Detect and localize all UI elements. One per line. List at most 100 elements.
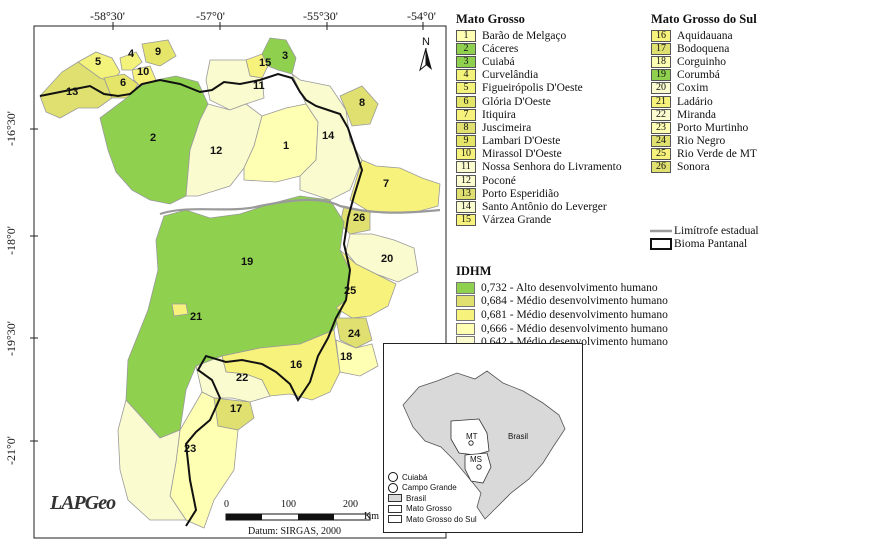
idhm-swatch xyxy=(456,295,475,308)
idhm-swatch xyxy=(456,322,475,335)
legend-item: 9 Lambari D'Oeste xyxy=(456,135,622,148)
legend-item-label: Poconé xyxy=(482,174,516,187)
legend-swatch: 13 xyxy=(456,187,476,200)
legend-item: 26 Sonora xyxy=(651,161,757,174)
region-figueiropolis xyxy=(77,51,121,83)
graticule-ticks xyxy=(30,22,424,442)
legend-item-label: Rio Verde de MT xyxy=(677,148,757,161)
idhm-legend: IDHM 0,732 - Alto desenvolvimento humano… xyxy=(456,264,668,349)
legend-mato-grosso-do-sul: Mato Grosso do Sul 16 Aquidauana 17 Bodoque… xyxy=(651,12,757,174)
idhm-swatch xyxy=(456,281,475,294)
longitude-label: -58°30' xyxy=(90,9,125,23)
inset-mato-grosso xyxy=(450,418,490,456)
map-label-19: 19 xyxy=(241,256,254,268)
legend-item-label: Glória D'Oeste xyxy=(482,95,551,108)
legend-swatch: 24 xyxy=(651,135,671,148)
north-arrow-icon xyxy=(419,47,432,72)
legend-item-label: Porto Murtinho xyxy=(677,121,749,134)
legend-item: 21 Ladário xyxy=(651,95,757,108)
legend-item: 10 Mirassol D'Oeste xyxy=(456,148,622,161)
legend-mato-grosso: Mato Grosso 1 Barão de Melgaço 2 Cáceres 3 Cu… xyxy=(456,12,622,227)
legend-item-label: Ladário xyxy=(677,95,713,108)
legend-item-label: Itiquira xyxy=(482,108,516,121)
map-label-18: 18 xyxy=(340,351,353,363)
legend-item-label: Curvelândia xyxy=(482,69,539,82)
map-label-12: 12 xyxy=(210,145,223,157)
state-boundary-line xyxy=(159,198,441,216)
legend-swatch: 7 xyxy=(456,108,476,121)
legend-item: 5 Figueirópolis D'Oeste xyxy=(456,82,622,95)
north-arrow-label: N xyxy=(422,36,430,48)
longitude-label: -57°0' xyxy=(196,9,225,23)
region-itiquira xyxy=(349,159,441,213)
legend-item: 12 Poconé xyxy=(456,174,622,187)
map-label-17: 17 xyxy=(230,403,243,415)
legend-item: 17 Bodoquena xyxy=(651,42,757,55)
map-label-14: 14 xyxy=(322,130,335,142)
legend-swatch: 15 xyxy=(456,214,476,227)
legend-item: 11 Nossa Senhora do Livramento xyxy=(456,161,622,174)
biome-box-icon xyxy=(650,237,672,250)
idhm-class: 0,684 - Médio desenvolvimento humano xyxy=(456,295,668,309)
inset-legend: Cuiabá Campo Grande Brasil Mato Grosso M… xyxy=(388,472,477,525)
inset-label-mt: MT xyxy=(466,432,478,441)
idhm-class-label: 0,681 - Médio desenvolvimento humano xyxy=(481,308,668,321)
inset-legend-row: Brasil xyxy=(388,493,477,504)
legend-swatch: 6 xyxy=(456,95,476,108)
line-legend: Limítrofe estadual Bioma Pantanal xyxy=(650,224,759,250)
map-label-8: 8 xyxy=(359,97,366,109)
legend-swatch: 4 xyxy=(456,69,476,82)
map-label-23: 23 xyxy=(184,443,197,455)
scale-tick-200: 200 xyxy=(343,499,358,510)
pantanal-biome-outline xyxy=(39,72,364,527)
map-label-21: 21 xyxy=(190,311,203,323)
map-label-2: 2 xyxy=(150,132,157,144)
legend-limit-row: Limítrofe estadual xyxy=(650,224,759,237)
legend-item: 4 Curvelândia xyxy=(456,69,622,82)
limit-line-icon xyxy=(650,229,672,232)
legend-swatch: 16 xyxy=(651,29,671,42)
legend-biome-label: Bioma Pantanal xyxy=(674,237,748,250)
region-coxim xyxy=(345,233,419,283)
inset-legend-label: Mato Grosso do Sul xyxy=(406,514,477,524)
region-south-fill xyxy=(117,399,187,521)
idhm-class: 0,681 - Médio desenvolvimento humano xyxy=(456,308,668,322)
inset-legend-row: Campo Grande xyxy=(388,482,477,494)
inset-legend-label: Campo Grande xyxy=(402,483,457,493)
legend-swatch: 3 xyxy=(456,55,476,68)
legend-swatch: 11 xyxy=(456,161,476,174)
legend-item: 23 Porto Murtinho xyxy=(651,121,757,134)
legend-item-label: Coxim xyxy=(677,82,709,95)
legend-item: 25 Rio Verde de MT xyxy=(651,148,757,161)
map-label-26: 26 xyxy=(353,212,366,224)
inset-label-ms: MS xyxy=(470,455,482,464)
legend-swatch: 19 xyxy=(651,69,671,82)
legend-limit-label: Limítrofe estadual xyxy=(674,224,759,237)
map-label-6: 6 xyxy=(120,77,127,89)
legend-swatch: 12 xyxy=(456,174,476,187)
scale-bar xyxy=(225,513,371,521)
legend-swatch: 26 xyxy=(651,161,671,174)
scale-unit: Km xyxy=(364,511,379,522)
inset-legend-label: Cuiabá xyxy=(402,472,428,482)
map-label-16: 16 xyxy=(290,359,303,371)
legend-item-label: Barão de Melgaço xyxy=(482,29,567,42)
legend-title: Mato Grosso do Sul xyxy=(651,12,757,26)
legend-item: 14 Santo Antônio do Leverger xyxy=(456,200,622,214)
region-cuiaba xyxy=(261,37,297,75)
point-icon xyxy=(388,472,398,483)
map-label-1: 1 xyxy=(283,140,290,152)
legend-swatch: 14 xyxy=(456,201,476,214)
legend-swatch: 5 xyxy=(456,82,476,95)
legend-swatch: 2 xyxy=(456,42,476,55)
region-lambari xyxy=(141,39,177,67)
swatch-icon xyxy=(388,515,402,524)
legend-item: 22 Miranda xyxy=(651,108,757,121)
legend-swatch: 18 xyxy=(651,55,671,68)
map-label-13: 13 xyxy=(66,86,79,98)
legend-biome-row: Bioma Pantanal xyxy=(650,237,759,250)
region-leverger xyxy=(291,73,363,201)
legend-item-label: Corguinho xyxy=(677,55,726,68)
inset-legend-row: Mato Grosso do Sul xyxy=(388,514,477,525)
